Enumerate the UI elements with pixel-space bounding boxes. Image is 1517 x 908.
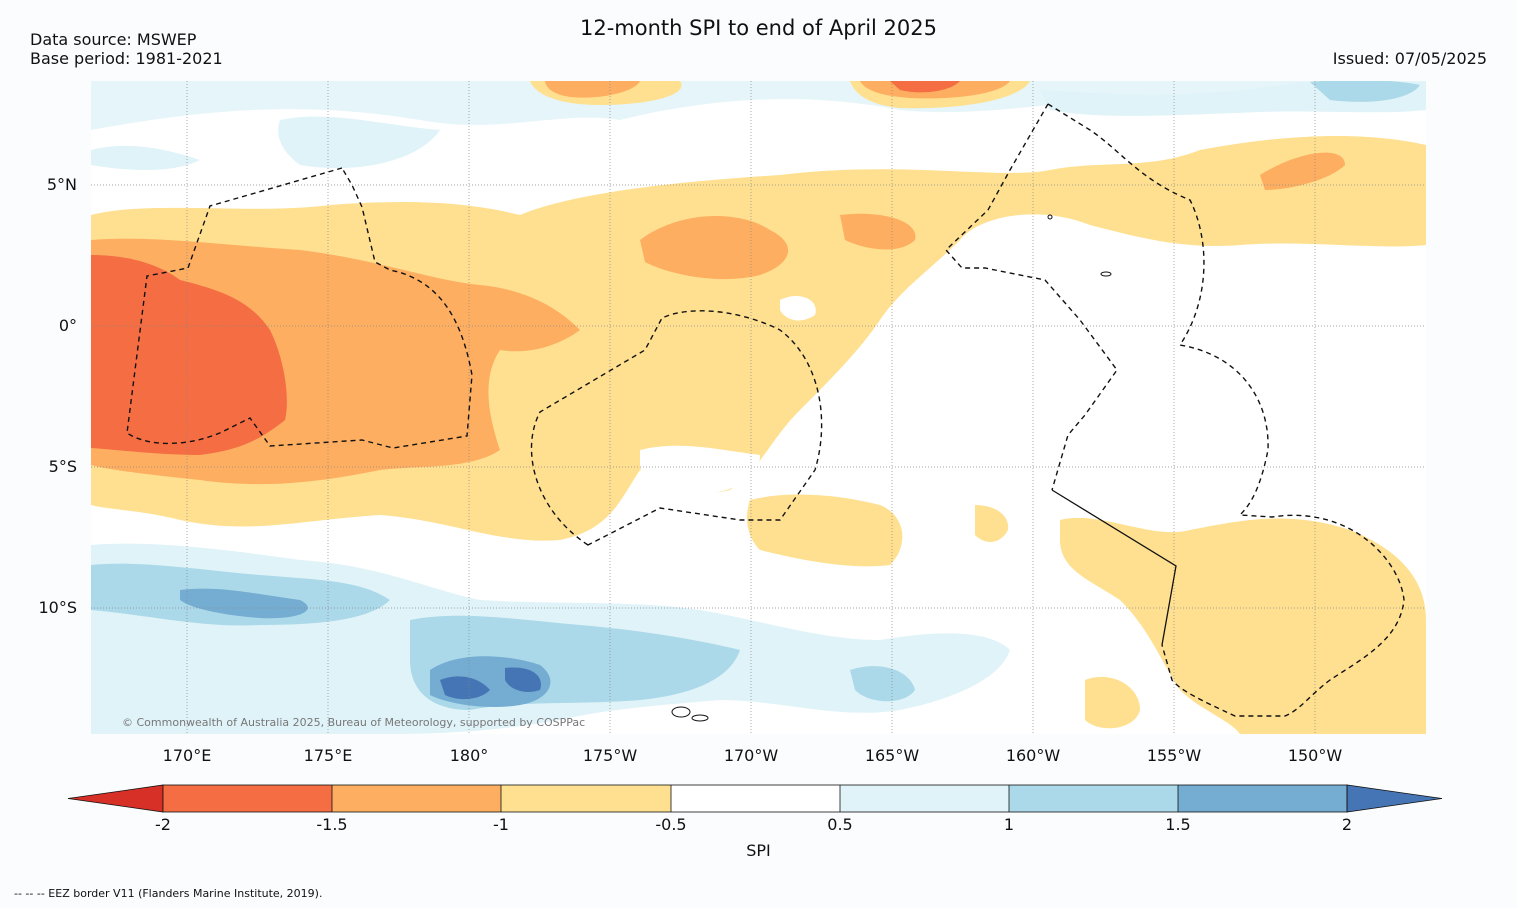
lon-label: 155°W bbox=[1146, 746, 1202, 765]
gridlines bbox=[91, 81, 1426, 734]
colorbar-tick: -1 bbox=[493, 815, 509, 834]
lon-label: 180° bbox=[449, 746, 489, 765]
lon-label: 160°W bbox=[1005, 746, 1061, 765]
lat-label: 10°S bbox=[38, 598, 77, 617]
colorbar-tick: -0.5 bbox=[655, 815, 687, 834]
eez-borders bbox=[126, 103, 1405, 717]
colorbar-tick: 1.5 bbox=[1165, 815, 1191, 834]
islands bbox=[671, 214, 1112, 722]
eez-footnote: -- -- -- EEZ border V11 (Flanders Marine… bbox=[14, 887, 323, 900]
colorbar-label: SPI bbox=[746, 841, 771, 860]
colorbar-tick: 0.5 bbox=[827, 815, 853, 834]
colorbar-tick: 1 bbox=[1003, 815, 1015, 834]
lat-label: 5°S bbox=[48, 457, 77, 476]
base-period: Base period: 1981-2021 bbox=[30, 49, 223, 68]
colorbar-tick: -1.5 bbox=[316, 815, 348, 834]
colorbar-tick: -2 bbox=[155, 815, 171, 834]
issued-date: Issued: 07/05/2025 bbox=[1332, 49, 1487, 68]
map-title: 12-month SPI to end of April 2025 bbox=[579, 16, 938, 40]
lat-label: 5°N bbox=[46, 175, 77, 194]
data-source: Data source: MSWEP bbox=[30, 30, 197, 49]
lon-label: 150°W bbox=[1287, 746, 1343, 765]
lon-label: 175°W bbox=[582, 746, 638, 765]
eez-solid-border bbox=[1051, 489, 1177, 646]
lat-label: 0° bbox=[58, 316, 77, 335]
colorbar bbox=[67, 784, 1443, 813]
data-source-info: Data source: MSWEP Base period: 1981-202… bbox=[30, 30, 223, 68]
lon-label: 165°W bbox=[864, 746, 920, 765]
copyright-notice: © Commonwealth of Australia 2025, Bureau… bbox=[122, 716, 586, 729]
lon-label: 170°W bbox=[723, 746, 779, 765]
lon-label: 170°E bbox=[162, 746, 212, 765]
colorbar-tick: 2 bbox=[1341, 815, 1353, 834]
lon-label: 175°E bbox=[303, 746, 353, 765]
spi-field bbox=[91, 81, 1426, 734]
